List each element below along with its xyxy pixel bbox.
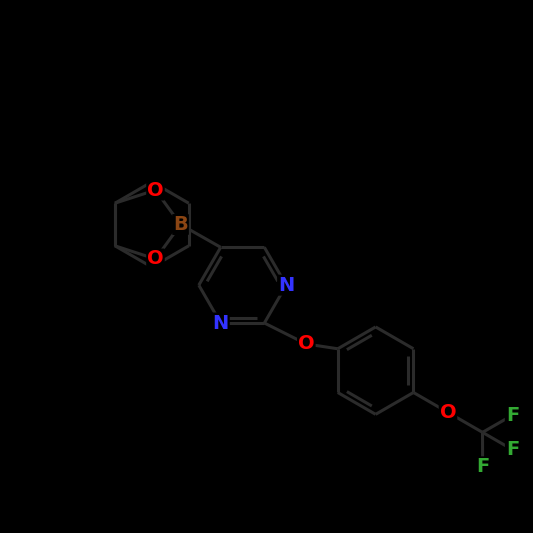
Text: B: B: [173, 215, 188, 234]
Text: F: F: [506, 406, 519, 425]
Text: O: O: [147, 181, 164, 199]
Text: N: N: [213, 313, 229, 333]
Text: N: N: [278, 276, 294, 295]
Text: O: O: [298, 335, 314, 353]
Text: F: F: [476, 457, 489, 477]
Text: O: O: [147, 249, 164, 269]
Text: F: F: [506, 440, 519, 459]
Text: O: O: [440, 403, 456, 422]
